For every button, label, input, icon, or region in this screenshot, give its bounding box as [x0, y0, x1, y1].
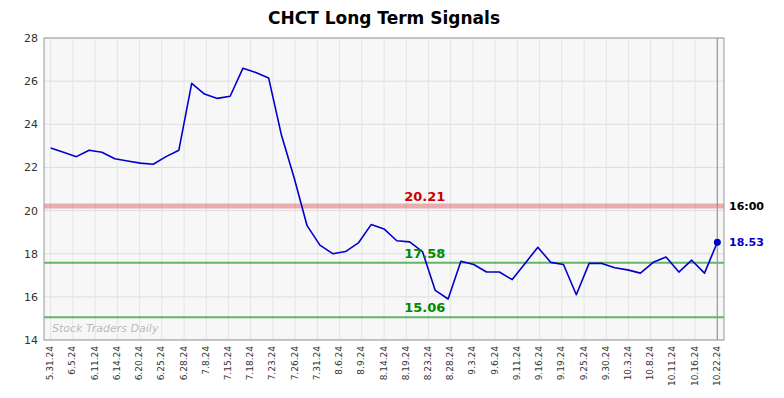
- x-tick-label: 6.28.24: [179, 346, 189, 381]
- x-tick-label: 9.16.24: [534, 346, 544, 381]
- y-tick-label: 20: [24, 205, 38, 218]
- grid-line-x: [50, 38, 51, 340]
- x-tick-label: 7.23.24: [267, 346, 277, 381]
- y-tick-label: 22: [24, 161, 38, 174]
- y-tick-label: 18: [24, 248, 38, 261]
- x-tick-label: 10.11.24: [667, 346, 677, 386]
- x-tick-label: 6.5.24: [67, 346, 77, 375]
- x-tick-label: 9.25.24: [579, 346, 589, 381]
- x-tick-label: 7.8.24: [201, 346, 211, 375]
- x-tick-label: 7.18.24: [245, 346, 255, 381]
- reference-line: [44, 316, 724, 318]
- right-annotation: 16:00: [729, 200, 764, 213]
- last-point-line: [717, 38, 718, 340]
- grid-line-x: [606, 38, 607, 340]
- grid-line-x: [139, 38, 140, 340]
- x-tick-label: 8.19.24: [401, 346, 411, 381]
- plot-frame: [44, 38, 724, 340]
- grid-line-x: [295, 38, 296, 340]
- reference-label: 20.21: [404, 189, 445, 204]
- reference-line: [44, 262, 724, 264]
- grid-line-x: [561, 38, 562, 340]
- x-tick-label: 6.25.24: [156, 346, 166, 381]
- grid-line-x: [539, 38, 540, 340]
- x-tick-label: 9.30.24: [601, 346, 611, 381]
- price-line: [51, 68, 718, 299]
- x-tick-label: 6.20.24: [134, 346, 144, 381]
- x-tick-label: 7.31.24: [312, 346, 322, 381]
- last-point: [714, 239, 721, 246]
- title: CHCT Long Term Signals: [268, 8, 500, 28]
- grid-line-x: [184, 38, 185, 340]
- plot-area: [44, 38, 724, 340]
- x-tick-label: 7.15.24: [223, 346, 233, 381]
- grid-line-x: [250, 38, 251, 340]
- grid-line-x: [117, 38, 118, 340]
- grid-line-x: [339, 38, 340, 340]
- grid-line-x: [672, 38, 673, 340]
- grid: [44, 38, 724, 340]
- grid-line-x: [95, 38, 96, 340]
- x-tick-label: 9.19.24: [556, 346, 566, 381]
- grid-line-x: [72, 38, 73, 340]
- grid-line-x: [628, 38, 629, 340]
- x-tick-label: 9.3.24: [467, 346, 477, 375]
- grid-line-x: [717, 38, 718, 340]
- x-tick-label: 5.31.24: [45, 346, 55, 381]
- x-tick-label: 6.14.24: [112, 346, 122, 381]
- y-tick-label: 26: [24, 75, 38, 88]
- grid-line-x: [228, 38, 229, 340]
- y-tick-label: 16: [24, 291, 38, 304]
- x-axis: 5.31.24 6.5.24 6.11.24 6.14.24 6.20.24 6.25.2…: [45, 346, 722, 386]
- grid-line-x: [384, 38, 385, 340]
- x-tick-label: 10.16.24: [690, 346, 700, 386]
- grid-line-x: [472, 38, 473, 340]
- grid-line-x: [517, 38, 518, 340]
- reference-label: 17.58: [404, 246, 445, 261]
- grid-line-x: [317, 38, 318, 340]
- grid-line-x: [161, 38, 162, 340]
- labels: 20.21 17.58 15.06 16:00 18.53 Stock Traders D…: [52, 189, 764, 335]
- grid-line-x: [584, 38, 585, 340]
- x-tick-label: 8.6.24: [334, 346, 344, 375]
- watermark: Stock Traders Daily: [52, 322, 159, 335]
- y-axis: 14 16 18 20 22 24 26 28: [24, 32, 38, 347]
- plot-background: [44, 38, 724, 340]
- x-tick-label: 10.22.24: [712, 346, 722, 386]
- x-tick-label: 6.11.24: [90, 346, 100, 381]
- chart: 14 16 18 20 22 24 26 28 5.31.24 6.5.24 6.11.24 6.14…: [0, 0, 784, 398]
- x-tick-label: 8.28.24: [445, 346, 455, 381]
- x-tick-label: 9.6.24: [490, 346, 500, 375]
- reference-label: 15.06: [404, 300, 445, 315]
- y-tick-label: 28: [24, 32, 38, 45]
- x-tick-label: 8.9.24: [356, 346, 366, 375]
- reference-line: [44, 204, 724, 209]
- x-tick-label: 9.11.24: [512, 346, 522, 381]
- grid-line-x: [650, 38, 651, 340]
- y-tick-label: 14: [24, 334, 38, 347]
- grid-line-x: [272, 38, 273, 340]
- y-tick-label: 24: [24, 118, 38, 131]
- grid-line-x: [361, 38, 362, 340]
- x-tick-label: 7.26.24: [290, 346, 300, 381]
- grid-line-x: [495, 38, 496, 340]
- x-tick-label: 10.8.24: [645, 346, 655, 381]
- grid-line-x: [695, 38, 696, 340]
- right-annotation: 18.53: [729, 236, 764, 249]
- x-tick-label: 8.23.24: [423, 346, 433, 381]
- x-tick-label: 8.14.24: [379, 346, 389, 381]
- x-tick-label: 10.3.24: [623, 346, 633, 381]
- grid-line-x: [206, 38, 207, 340]
